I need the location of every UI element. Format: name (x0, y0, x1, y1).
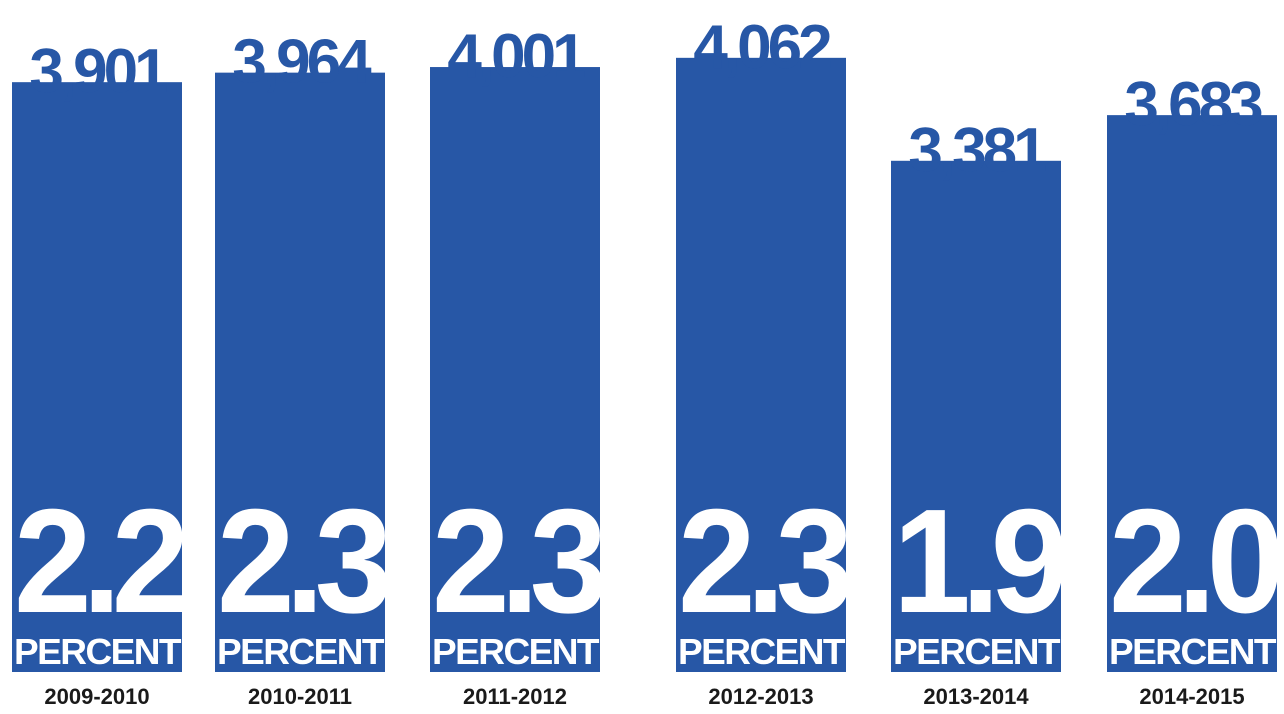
category-label: 2012-2013 (708, 684, 813, 709)
category-label: 2010-2011 (248, 684, 352, 709)
bar (1107, 115, 1277, 673)
bar (12, 82, 182, 672)
percent-unit-label: PERCENT (14, 631, 182, 672)
percent-unit-label: PERCENT (1109, 631, 1277, 672)
bar-value-label: 3,964 (232, 28, 372, 97)
category-label: 2014-2015 (1139, 684, 1244, 709)
category-label: 2009-2010 (44, 684, 149, 709)
percent-value-label: 2.3 (432, 479, 602, 644)
percent-value-label: 1.9 (893, 479, 1063, 644)
bar (215, 72, 385, 673)
bar-value-label: 4,062 (693, 13, 830, 82)
bar (430, 67, 600, 672)
bar-value-label: 3,381 (908, 116, 1046, 185)
percent-unit-label: PERCENT (678, 631, 846, 672)
bar (676, 57, 846, 672)
category-label: 2011-2012 (463, 684, 567, 709)
percent-value-label: 2.0 (1109, 479, 1279, 644)
percent-unit-label: PERCENT (432, 631, 600, 672)
percent-unit-label: PERCENT (893, 631, 1061, 672)
percent-value-label: 2.3 (678, 479, 848, 644)
percent-unit-label: PERCENT (217, 631, 385, 672)
percent-value-label: 2.2 (14, 479, 184, 644)
bar-value-label: 3,901 (29, 37, 167, 106)
bar-value-label: 4,001 (447, 22, 585, 91)
bar-value-label: 3,683 (1124, 70, 1262, 139)
bar (891, 160, 1061, 673)
category-label: 2013-2014 (923, 684, 1029, 709)
percent-value-label: 2.3 (217, 479, 387, 644)
